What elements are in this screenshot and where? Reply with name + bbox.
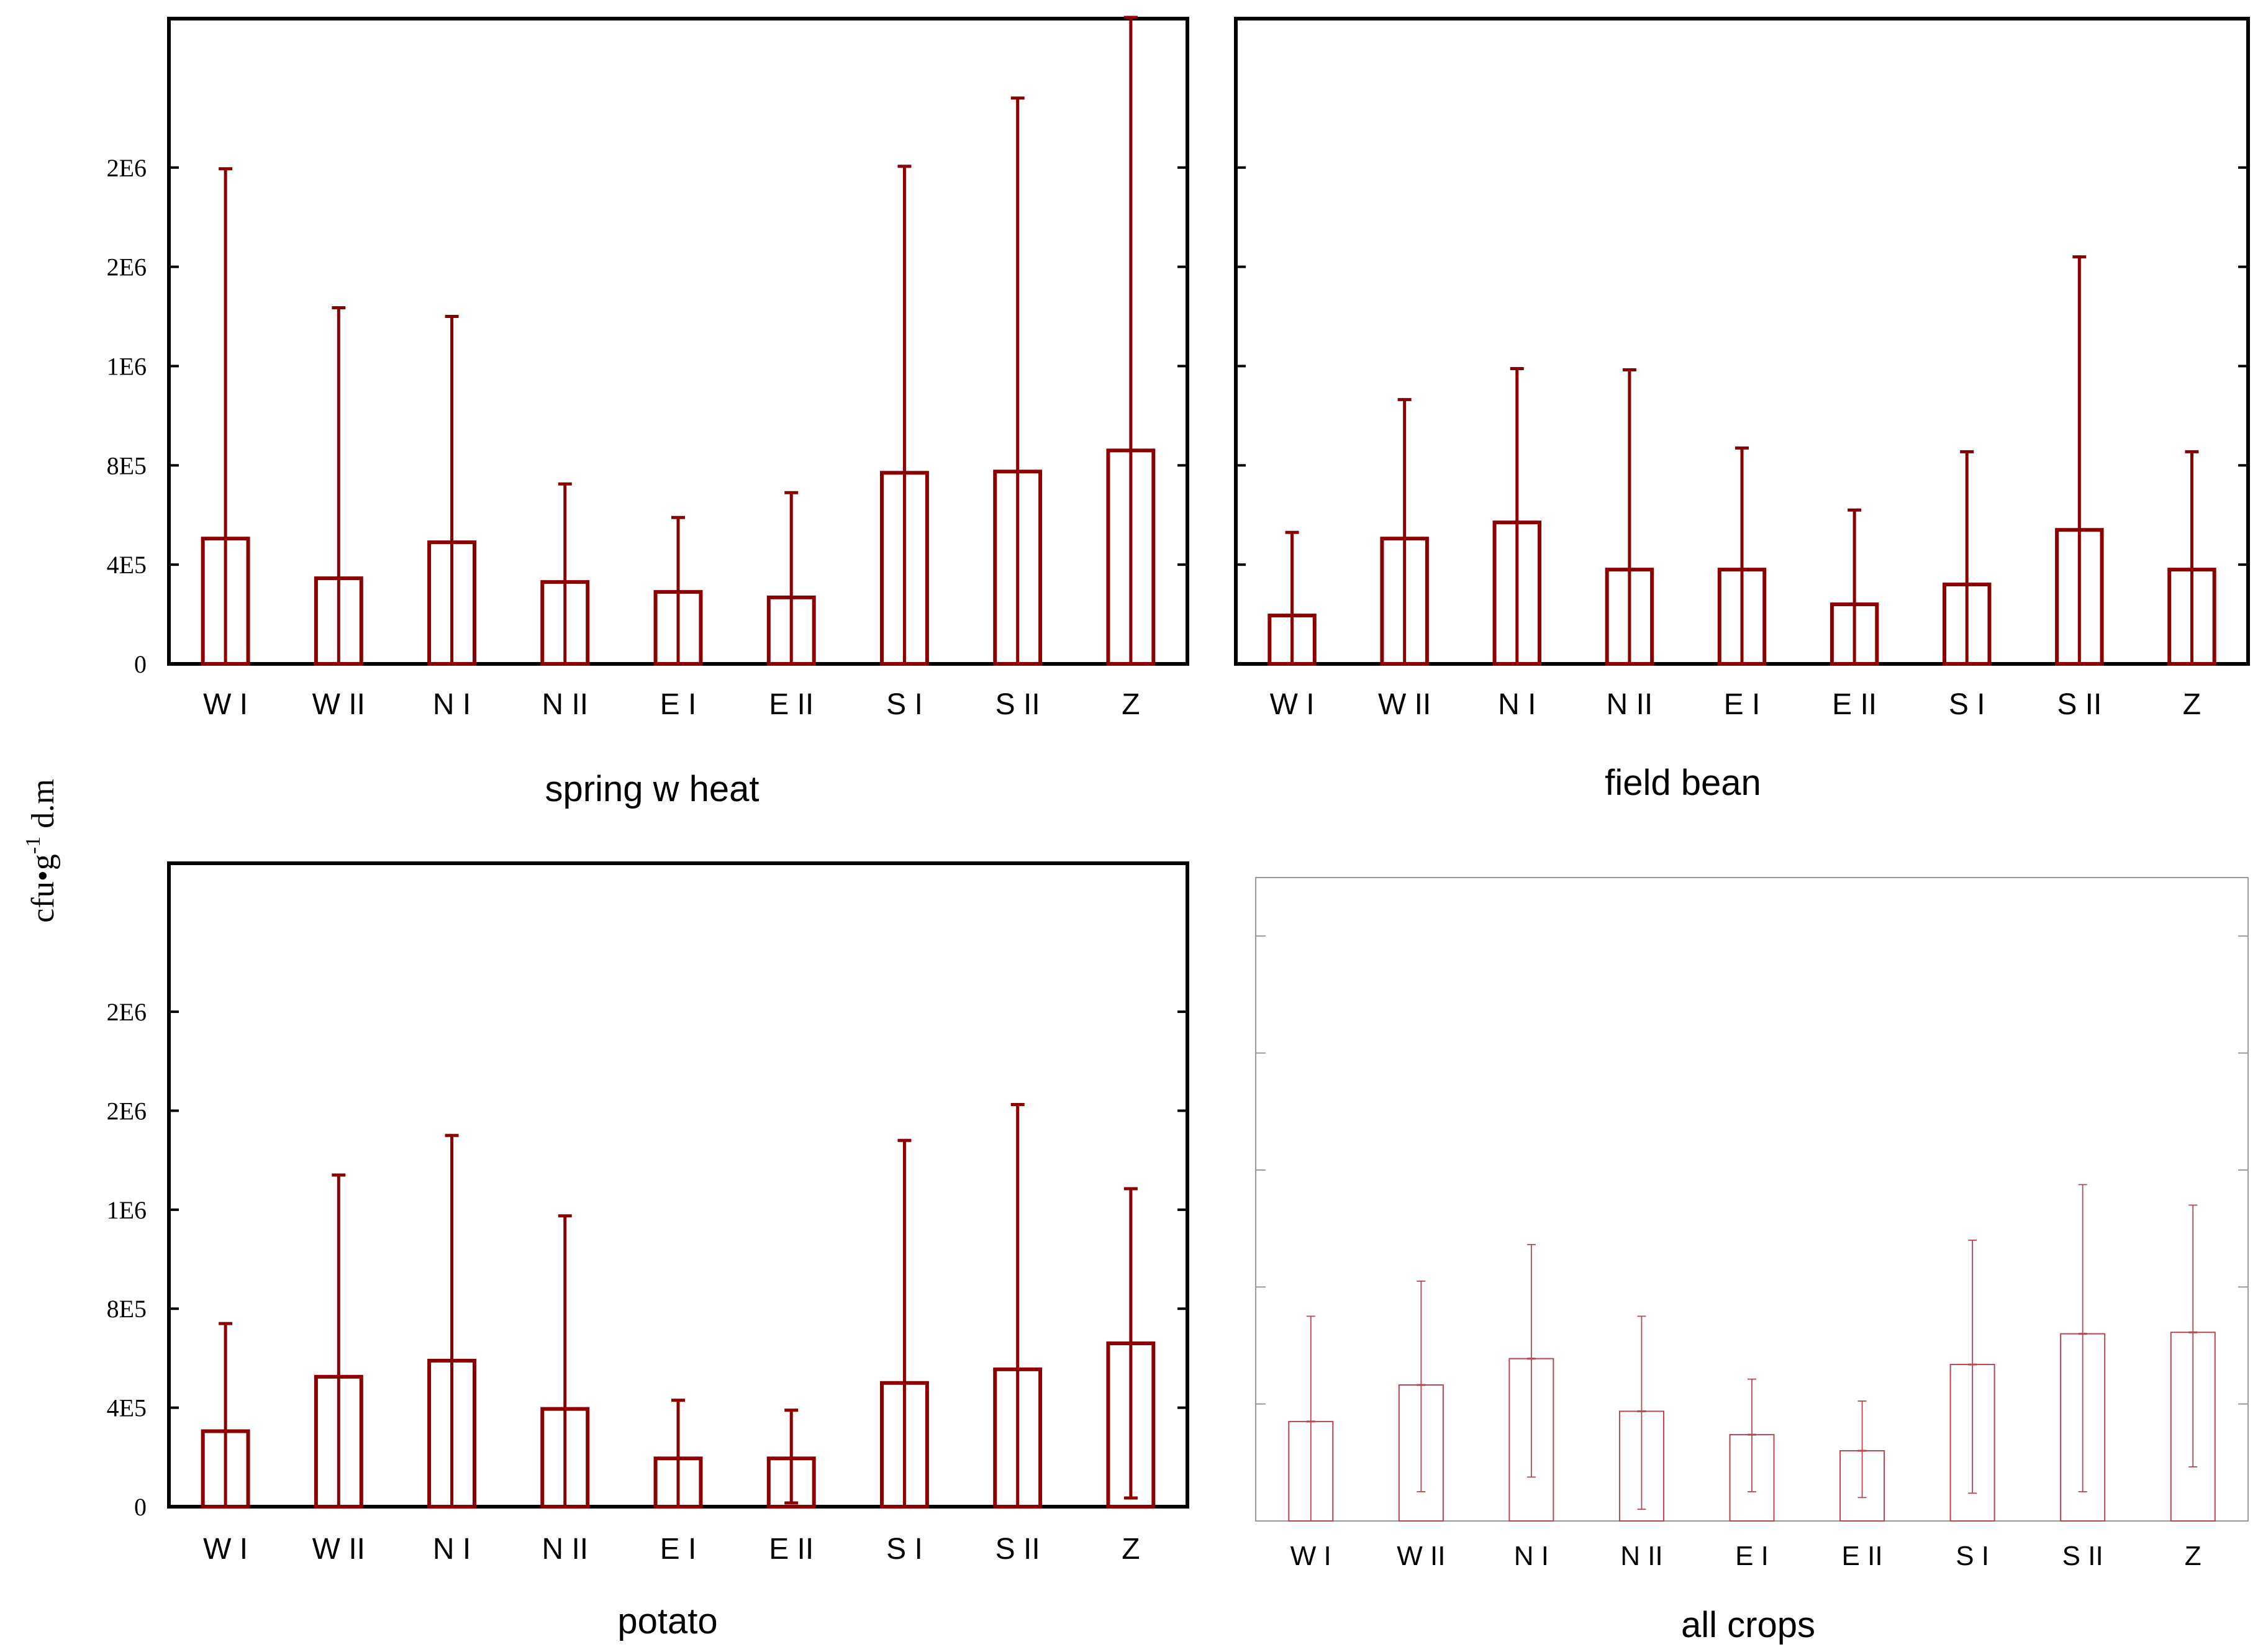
- y-tick-label: 8E5: [107, 1295, 147, 1323]
- x-tick-label: W II: [312, 688, 365, 721]
- x-tick-label: S II: [2057, 688, 2102, 721]
- x-tick-label: W I: [1270, 688, 1315, 721]
- x-tick-label: S II: [2062, 1541, 2103, 1571]
- y-tick-label: 0: [134, 1493, 147, 1521]
- x-tick-label: Z: [1122, 688, 1140, 721]
- x-tick-label: N II: [1607, 688, 1653, 721]
- x-tick-label: S II: [995, 688, 1040, 721]
- x-tick-label: N I: [1498, 688, 1536, 721]
- x-tick-label: E I: [1735, 1541, 1769, 1571]
- x-tick-label: S I: [886, 688, 923, 721]
- panel-title-field-bean: field bean: [1605, 763, 1761, 803]
- panel-title-all-crops: all crops: [1681, 1605, 1815, 1645]
- y-axis-label-unit: cfu•g: [25, 854, 61, 923]
- y-axis-label-tail: d.m: [25, 779, 61, 836]
- y-tick-label: 4E5: [107, 1394, 147, 1422]
- y-tick-label: 2E6: [107, 253, 147, 281]
- y-tick-label: 4E5: [107, 551, 147, 579]
- x-tick-label: W II: [1397, 1541, 1445, 1571]
- x-tick-label: Z: [2185, 1541, 2202, 1571]
- x-tick-label: N I: [433, 688, 471, 721]
- x-tick-label: N II: [542, 1533, 588, 1566]
- x-tick-label: Z: [1122, 1533, 1140, 1566]
- x-tick-label: N I: [433, 1533, 471, 1566]
- x-tick-label: W II: [312, 1533, 365, 1566]
- y-axis-label: cfu•g-1 d.m: [22, 779, 61, 922]
- x-tick-label: N II: [542, 688, 588, 721]
- x-tick-label: E I: [1724, 688, 1761, 721]
- x-tick-label: S II: [995, 1533, 1040, 1566]
- x-tick-label: Z: [2183, 688, 2201, 721]
- x-tick-label: N II: [1620, 1541, 1662, 1571]
- x-tick-label: E II: [1832, 688, 1877, 721]
- x-tick-label: W II: [1378, 688, 1431, 721]
- panel-title-potato: potato: [617, 1601, 717, 1641]
- x-tick-label: S I: [886, 1533, 923, 1566]
- panel-title-spring-wheat: spring w heat: [545, 769, 760, 809]
- y-tick-label: 1E6: [107, 352, 147, 380]
- x-tick-label: S I: [1956, 1541, 1989, 1571]
- x-tick-label: W I: [1290, 1541, 1331, 1571]
- x-tick-label: N I: [1514, 1541, 1549, 1571]
- x-tick-label: E II: [1842, 1541, 1883, 1571]
- x-tick-label: E II: [769, 688, 814, 721]
- panel-spring-wheat: 0 4E5 8E5 1E6 2E6 2E6 W I W II N I N II E I E II S I…: [107, 16, 1189, 809]
- y-tick-label: 1E6: [107, 1196, 147, 1224]
- y-tick-label: 2E6: [107, 998, 147, 1026]
- x-tick-label: W I: [203, 688, 248, 721]
- y-tick-label: 0: [134, 650, 147, 678]
- y-tick-label: 2E6: [107, 1097, 147, 1125]
- panel-potato: 0 4E5 8E5 1E6 2E6 2E6 W I W II N I N II E I E II S I…: [107, 861, 1189, 1641]
- x-tick-label: E II: [769, 1533, 814, 1566]
- y-tick-label: 8E5: [107, 452, 147, 479]
- x-tick-label: W I: [203, 1533, 248, 1566]
- x-tick-label: S I: [1949, 688, 1985, 721]
- y-tick-label: 2E6: [107, 154, 147, 182]
- x-tick-label: E I: [660, 688, 697, 721]
- x-tick-label: E I: [660, 1533, 697, 1566]
- y-axis-label-exponent: -1: [22, 837, 45, 854]
